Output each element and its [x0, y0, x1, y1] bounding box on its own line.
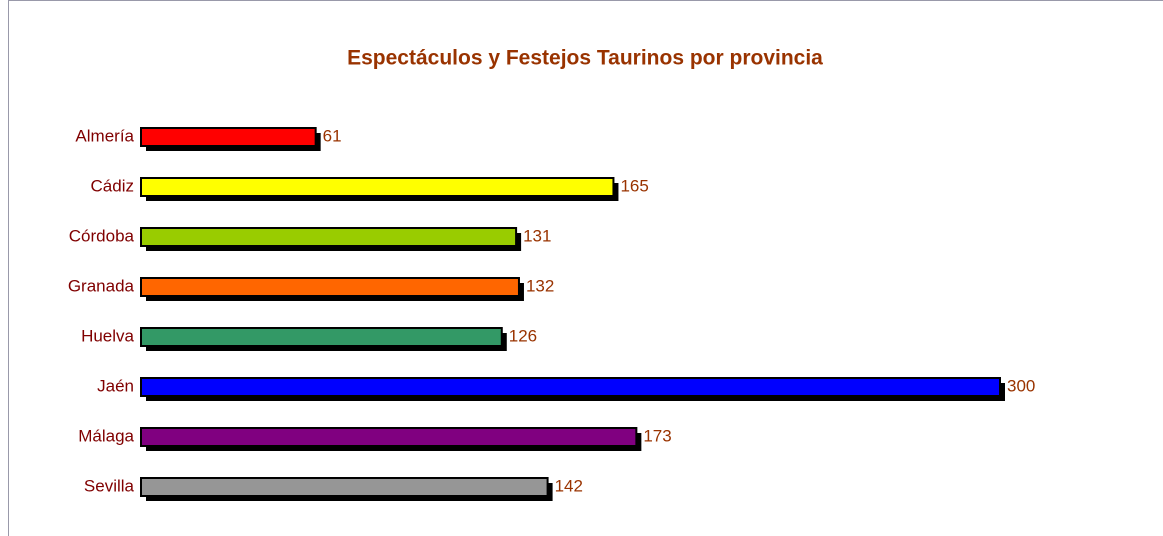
bar — [140, 327, 503, 347]
category-label: Málaga — [78, 426, 134, 445]
value-label: 142 — [555, 476, 583, 495]
category-label: Jaén — [97, 376, 134, 395]
category-label: Cádiz — [91, 176, 134, 195]
bar — [140, 477, 549, 497]
bar — [140, 127, 317, 147]
bar — [140, 377, 1001, 397]
value-label: 126 — [509, 326, 537, 345]
bar — [140, 277, 520, 297]
category-label: Córdoba — [69, 226, 135, 245]
frame — [8, 0, 1163, 536]
value-label: 61 — [323, 126, 342, 145]
category-label: Huelva — [81, 326, 134, 345]
value-label: 165 — [620, 176, 648, 195]
category-label: Granada — [68, 276, 135, 295]
category-label: Sevilla — [84, 476, 135, 495]
value-label: 300 — [1007, 376, 1035, 395]
bar — [140, 427, 638, 447]
chart-title: Espectáculos y Festejos Taurinos por pro… — [347, 47, 823, 70]
value-label: 132 — [526, 276, 554, 295]
value-label: 173 — [643, 426, 671, 445]
bar — [140, 227, 518, 247]
bar — [140, 177, 615, 197]
value-label: 131 — [523, 226, 551, 245]
category-label: Almería — [75, 126, 134, 145]
